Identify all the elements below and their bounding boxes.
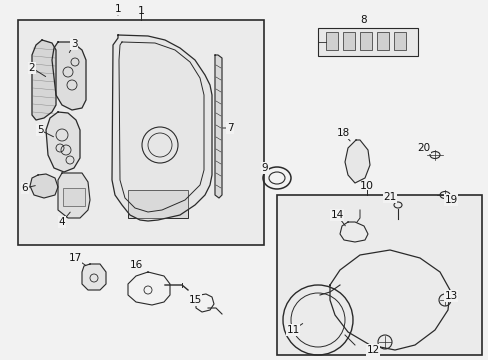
- Bar: [376, 32, 388, 50]
- Polygon shape: [46, 112, 80, 172]
- Polygon shape: [32, 40, 56, 120]
- Bar: [325, 32, 337, 50]
- Text: 13: 13: [444, 291, 457, 301]
- Polygon shape: [215, 55, 222, 198]
- Polygon shape: [345, 140, 369, 183]
- Text: 7: 7: [226, 123, 233, 133]
- Bar: [393, 32, 405, 50]
- Bar: [128, 190, 187, 218]
- Polygon shape: [52, 42, 86, 110]
- Text: 20: 20: [417, 143, 429, 153]
- Bar: [63, 188, 85, 206]
- Text: 2: 2: [29, 63, 35, 73]
- Polygon shape: [82, 264, 106, 290]
- Polygon shape: [30, 174, 58, 198]
- Text: 1: 1: [115, 4, 121, 14]
- Bar: [359, 32, 371, 50]
- Text: 19: 19: [444, 195, 457, 205]
- Text: 16: 16: [129, 260, 142, 270]
- Text: 12: 12: [366, 345, 379, 355]
- Text: 9: 9: [261, 163, 268, 173]
- Text: 14: 14: [330, 210, 343, 220]
- Text: 21: 21: [383, 192, 396, 202]
- Bar: [18, 20, 264, 245]
- Text: 6: 6: [21, 183, 28, 193]
- Text: 18: 18: [336, 128, 349, 138]
- Bar: [276, 195, 481, 355]
- Polygon shape: [112, 35, 212, 221]
- Text: 10: 10: [359, 181, 373, 191]
- Text: 17: 17: [68, 253, 81, 263]
- Text: 5: 5: [37, 125, 43, 135]
- Text: 1: 1: [137, 6, 144, 16]
- Bar: [342, 32, 354, 50]
- Text: 4: 4: [59, 217, 65, 227]
- Bar: [317, 28, 417, 56]
- Text: 15: 15: [188, 295, 201, 305]
- Text: 11: 11: [286, 325, 299, 335]
- Text: 8: 8: [360, 15, 366, 25]
- Polygon shape: [58, 173, 90, 218]
- Text: 3: 3: [71, 39, 77, 49]
